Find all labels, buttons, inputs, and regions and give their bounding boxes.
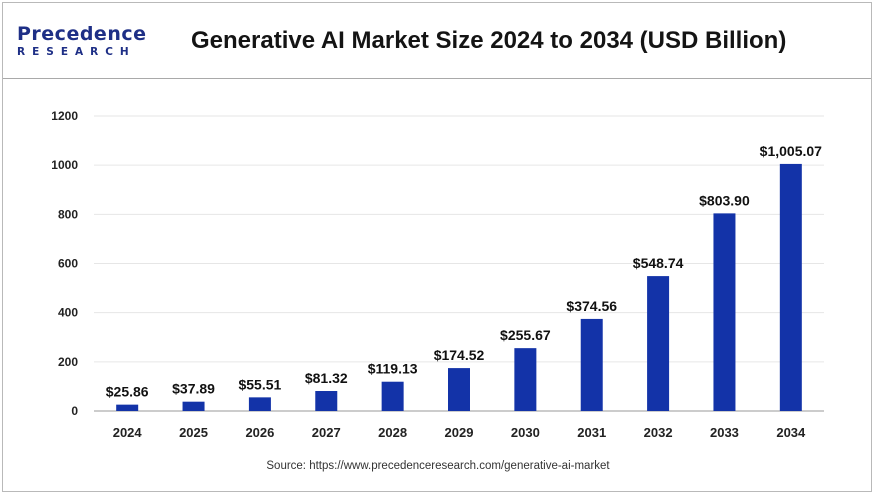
header: Precedence RESEARCH Generative AI Market…	[3, 3, 871, 79]
bar	[248, 397, 271, 411]
data-label: $25.86	[106, 384, 149, 400]
x-tick-label: 2030	[511, 425, 540, 440]
data-label: $255.67	[500, 327, 551, 343]
bar	[779, 163, 802, 411]
x-tick-label: 2032	[644, 425, 673, 440]
x-tick-label: 2033	[710, 425, 739, 440]
data-label: $174.52	[434, 347, 485, 363]
y-tick-label: 200	[58, 355, 78, 369]
y-tick-label: 1200	[51, 109, 78, 123]
data-label: $803.90	[699, 192, 750, 208]
logo-wordmark: Precedence	[17, 23, 147, 45]
data-label: $119.13	[368, 361, 418, 377]
data-label: $37.89	[172, 381, 215, 397]
bar	[580, 318, 603, 411]
y-tick-label: 400	[58, 306, 78, 320]
x-tick-label: 2031	[577, 425, 606, 440]
bar	[514, 348, 537, 411]
chart-title: Generative AI Market Size 2024 to 2034 (…	[191, 27, 787, 54]
x-tick-label: 2025	[179, 425, 208, 440]
data-label: $55.51	[238, 376, 281, 392]
logo-subtitle: RESEARCH	[17, 46, 136, 58]
data-label: $548.74	[633, 255, 684, 271]
y-tick-label: 1000	[51, 158, 78, 172]
bar	[381, 381, 404, 411]
bar	[182, 401, 205, 411]
y-tick-label: 800	[58, 207, 78, 221]
x-tick-label: 2024	[113, 425, 143, 440]
x-tick-label: 2028	[378, 425, 407, 440]
source-note: Source: https://www.precedenceresearch.c…	[266, 460, 610, 472]
x-tick-label: 2034	[776, 425, 806, 440]
bar	[315, 391, 338, 411]
bar	[448, 368, 470, 411]
x-tick-label: 2027	[312, 425, 341, 440]
y-tick-label: 600	[58, 257, 78, 271]
data-label: $374.56	[566, 298, 617, 314]
bar	[116, 404, 139, 411]
data-label: $81.32	[305, 370, 348, 386]
bar	[647, 276, 670, 411]
x-tick-label: 2029	[445, 425, 474, 440]
data-label: $1,005.07	[760, 143, 822, 159]
bar	[713, 213, 736, 411]
y-tick-label: 0	[71, 404, 78, 418]
x-tick-label: 2026	[245, 425, 274, 440]
precedence-research-logo: Precedence RESEARCH	[17, 23, 157, 67]
